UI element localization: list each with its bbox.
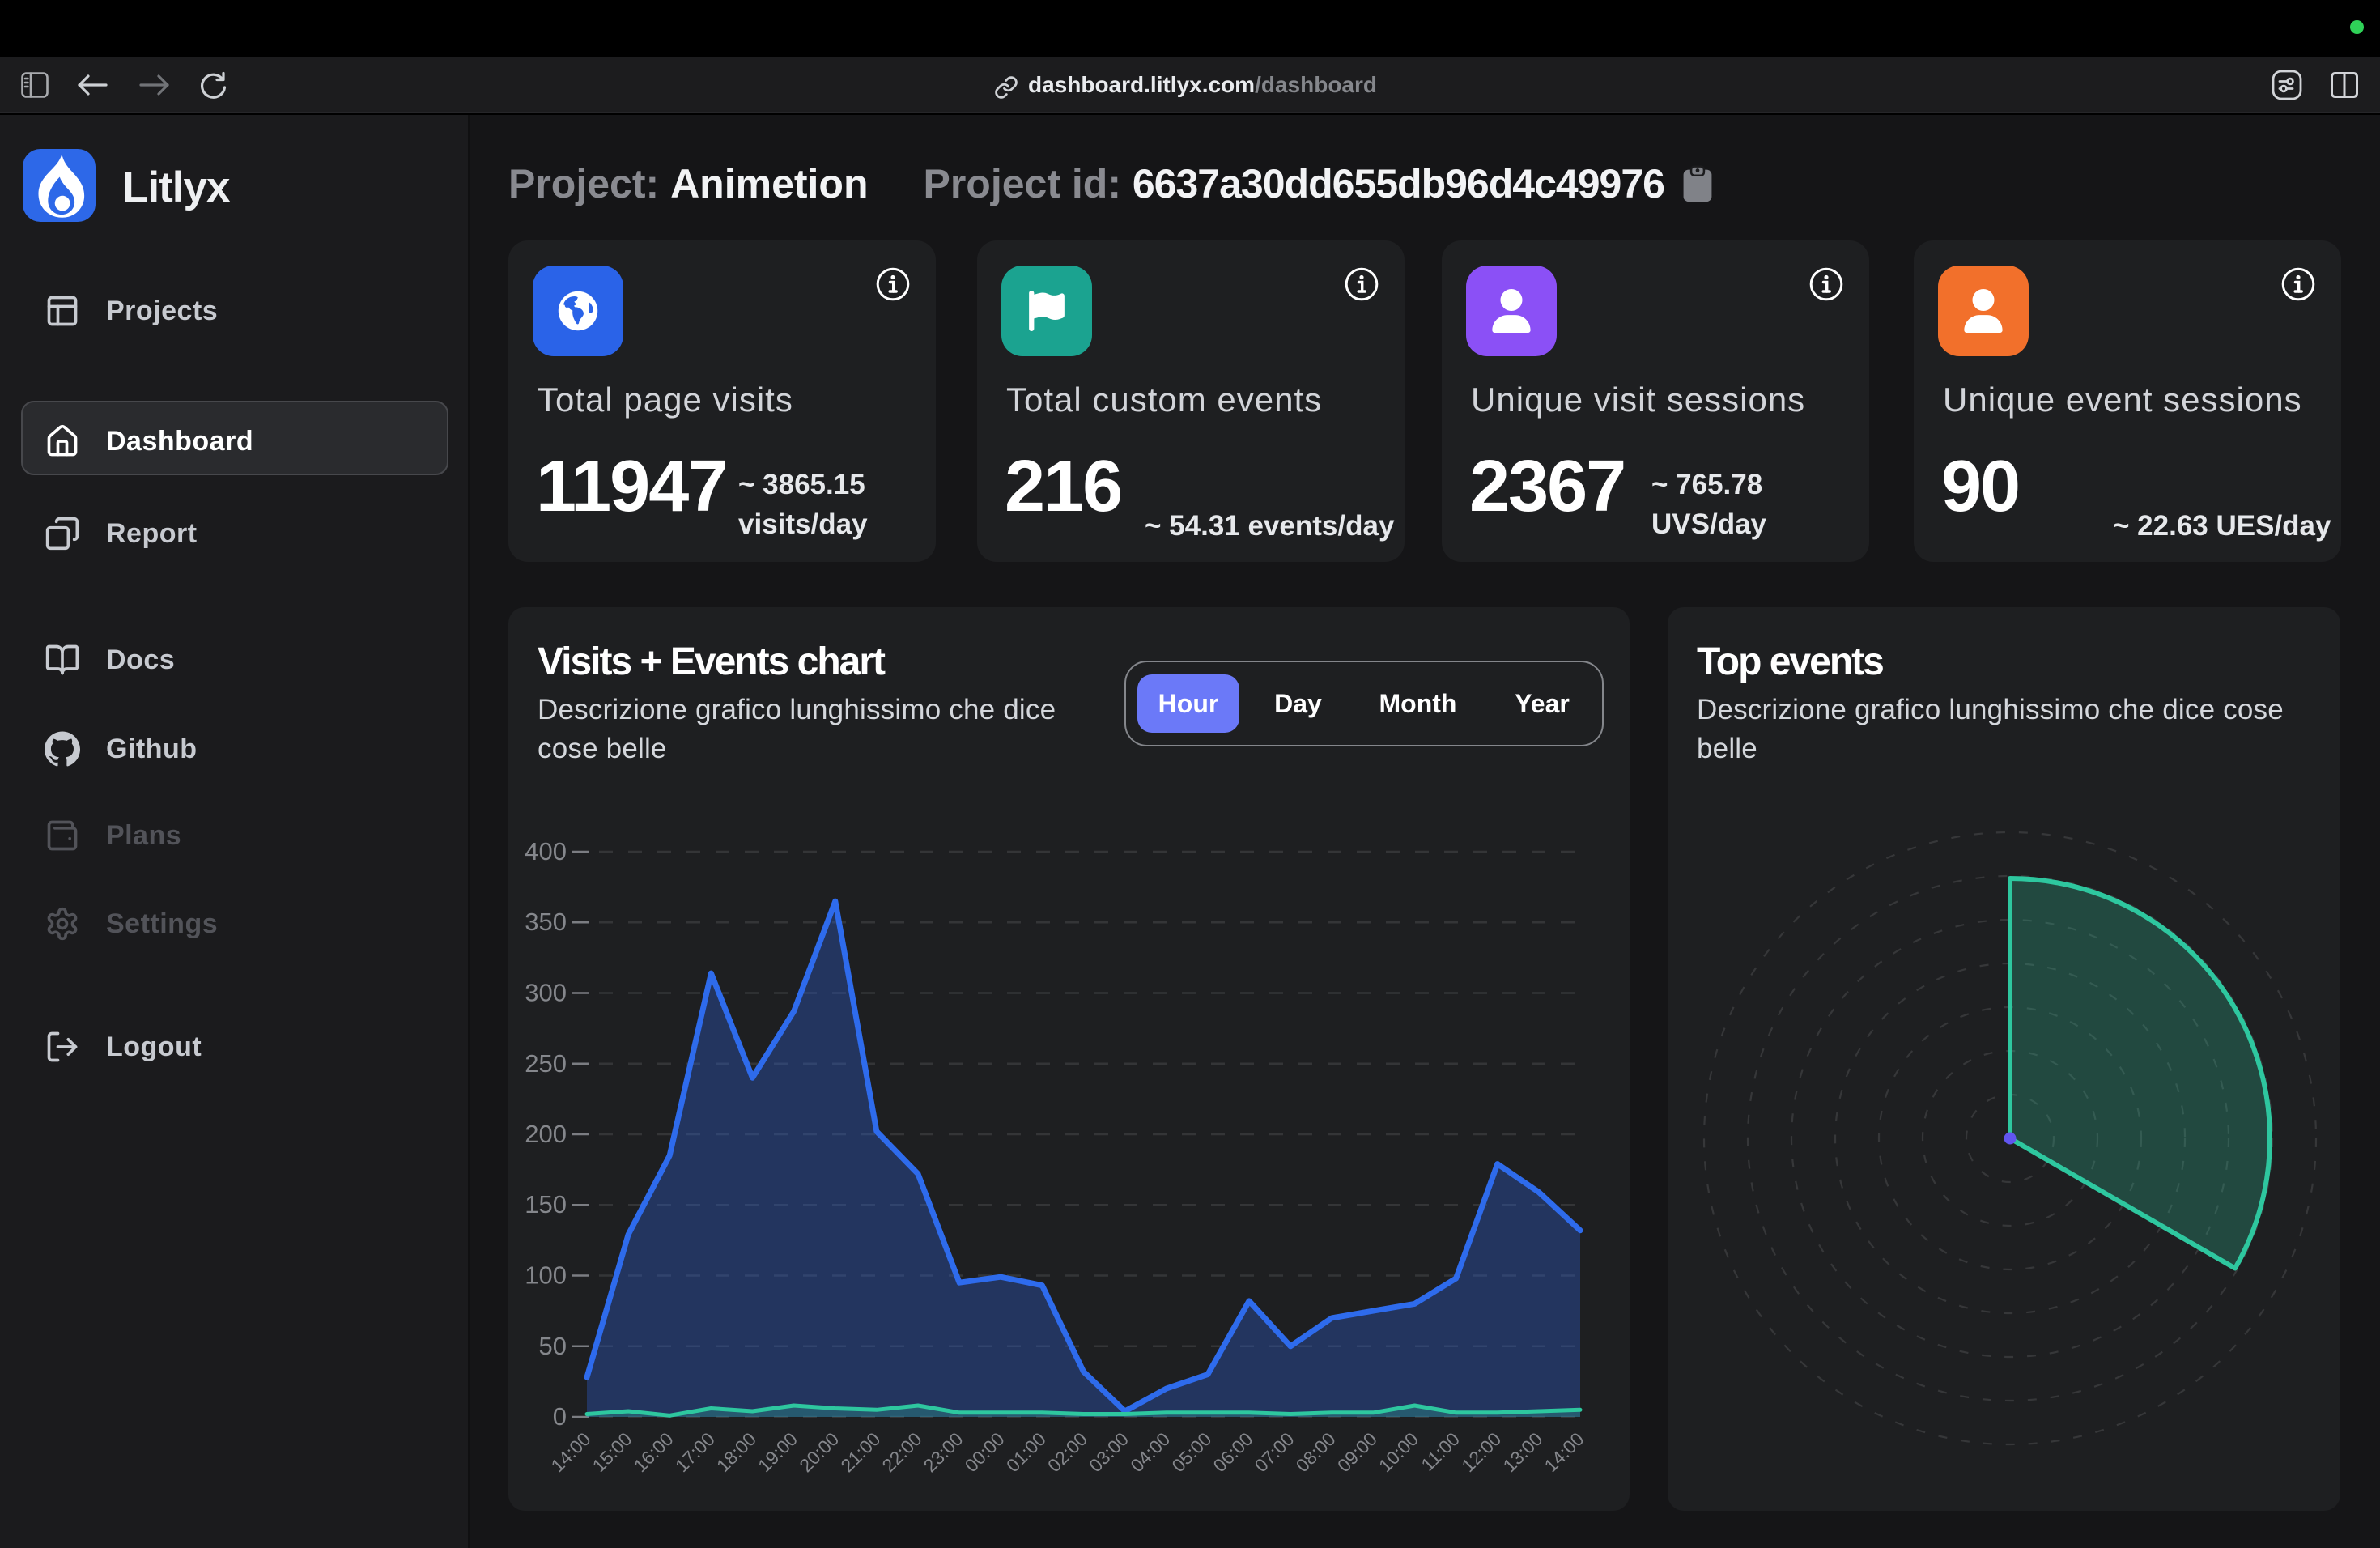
- svg-text:03:00: 03:00: [1085, 1428, 1133, 1476]
- svg-text:23:00: 23:00: [920, 1428, 967, 1476]
- svg-text:15:00: 15:00: [589, 1428, 636, 1476]
- svg-text:400: 400: [525, 837, 567, 865]
- svg-text:250: 250: [525, 1049, 567, 1078]
- svg-text:02:00: 02:00: [1043, 1428, 1091, 1476]
- svg-text:21:00: 21:00: [836, 1428, 884, 1476]
- svg-text:13:00: 13:00: [1498, 1428, 1546, 1476]
- svg-text:14:00: 14:00: [546, 1428, 594, 1476]
- svg-text:10:00: 10:00: [1375, 1428, 1422, 1476]
- svg-text:11:00: 11:00: [1417, 1428, 1464, 1475]
- svg-text:22:00: 22:00: [878, 1428, 925, 1476]
- svg-text:12:00: 12:00: [1457, 1428, 1505, 1476]
- svg-text:01:00: 01:00: [1002, 1428, 1050, 1476]
- svg-text:00:00: 00:00: [961, 1428, 1009, 1476]
- svg-text:150: 150: [525, 1190, 567, 1218]
- svg-text:300: 300: [525, 979, 567, 1007]
- svg-text:19:00: 19:00: [754, 1428, 801, 1476]
- svg-text:06:00: 06:00: [1209, 1428, 1256, 1476]
- svg-text:0: 0: [553, 1402, 567, 1431]
- svg-text:05:00: 05:00: [1167, 1428, 1215, 1476]
- svg-text:07:00: 07:00: [1251, 1428, 1298, 1476]
- svg-text:350: 350: [525, 908, 567, 936]
- svg-text:50: 50: [539, 1332, 567, 1360]
- svg-text:200: 200: [525, 1120, 567, 1148]
- svg-text:18:00: 18:00: [712, 1428, 760, 1476]
- svg-text:14:00: 14:00: [1540, 1428, 1587, 1476]
- svg-text:17:00: 17:00: [671, 1428, 719, 1476]
- svg-text:16:00: 16:00: [630, 1428, 678, 1476]
- svg-text:100: 100: [525, 1261, 567, 1290]
- svg-text:09:00: 09:00: [1333, 1428, 1381, 1476]
- svg-text:20:00: 20:00: [795, 1428, 843, 1476]
- svg-text:08:00: 08:00: [1292, 1428, 1340, 1476]
- svg-text:04:00: 04:00: [1126, 1428, 1174, 1476]
